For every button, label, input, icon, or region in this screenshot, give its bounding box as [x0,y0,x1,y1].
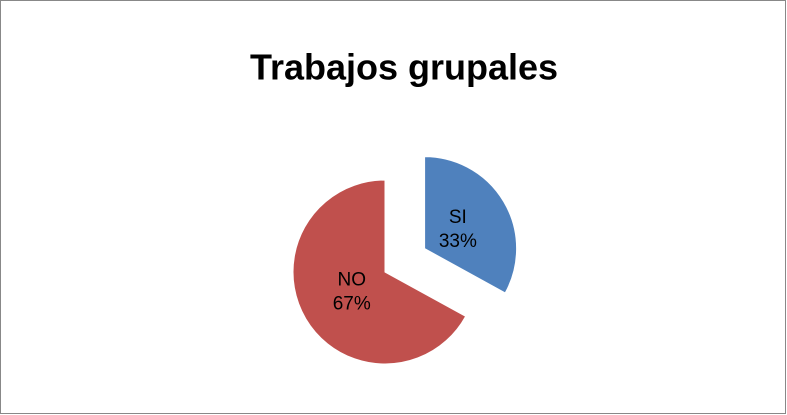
slice-value-label: 33% [439,231,477,252]
slice-category: SI [449,207,467,228]
chart-title: Trabajos grupales [250,47,558,88]
slice-category: NO [337,270,366,291]
pie-slice [292,179,467,365]
slice-value-label: 67% [333,294,371,315]
pie-slice [424,156,518,294]
